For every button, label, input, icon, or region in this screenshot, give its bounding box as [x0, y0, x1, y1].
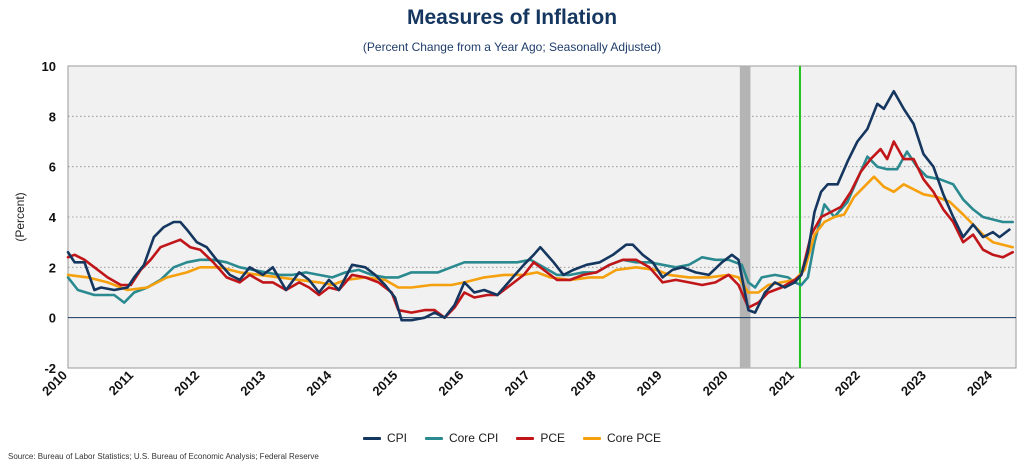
legend-item: Core PCE — [583, 431, 661, 445]
source-note: Source: Bureau of Labor Statistics; U.S.… — [8, 452, 319, 461]
x-tick-label: 2023 — [898, 368, 929, 399]
series-line-core-pce — [66, 175, 1014, 294]
series-line-pce — [66, 140, 1014, 319]
legend-item: PCE — [516, 431, 565, 445]
legend-item: Core CPI — [424, 431, 499, 445]
x-tick-label: 2011 — [106, 368, 137, 399]
y-tick-label: -2 — [44, 361, 56, 376]
x-tick-label: 2013 — [237, 368, 268, 399]
x-tick-label: 2016 — [435, 368, 466, 399]
y-tick-label: 2 — [49, 260, 56, 275]
legend-swatch — [424, 436, 443, 440]
legend-swatch — [583, 436, 602, 440]
x-tick-label: 2021 — [766, 368, 797, 399]
recession-band — [739, 66, 751, 368]
series-line-cpi — [66, 89, 1011, 322]
chart-legend: CPI Core CPI PCE Core PCE — [0, 431, 1024, 445]
legend-swatch — [516, 436, 535, 440]
y-tick-label: 10 — [42, 59, 56, 74]
x-tick-label: 2019 — [634, 368, 665, 399]
y-tick-label: 6 — [49, 160, 56, 175]
legend-item: CPI — [362, 431, 407, 445]
legend-label: PCE — [540, 431, 566, 445]
y-tick-label: 4 — [49, 210, 57, 225]
legend-label: Core CPI — [448, 431, 499, 445]
legend-label: Core PCE — [607, 431, 662, 445]
x-tick-label: 2022 — [832, 368, 863, 399]
chart-title: Measures of Inflation — [406, 6, 618, 29]
x-tick-label: 2020 — [700, 368, 731, 399]
chart-subtitle: (Percent Change from a Year Ago; Seasona… — [362, 40, 662, 54]
x-tick-label: 2024 — [964, 367, 996, 399]
x-tick-label: 2012 — [171, 368, 202, 399]
y-tick-label: 8 — [49, 109, 56, 124]
x-tick-label: 2015 — [369, 368, 400, 399]
y-tick-label: 0 — [49, 311, 56, 326]
y-axis-label: (Percent) — [13, 192, 27, 241]
legend-label: CPI — [386, 431, 407, 445]
legend-swatch — [362, 436, 381, 440]
x-tick-label: 2018 — [568, 368, 599, 399]
x-tick-label: 2014 — [303, 367, 335, 399]
x-tick-label: 2017 — [502, 368, 533, 399]
